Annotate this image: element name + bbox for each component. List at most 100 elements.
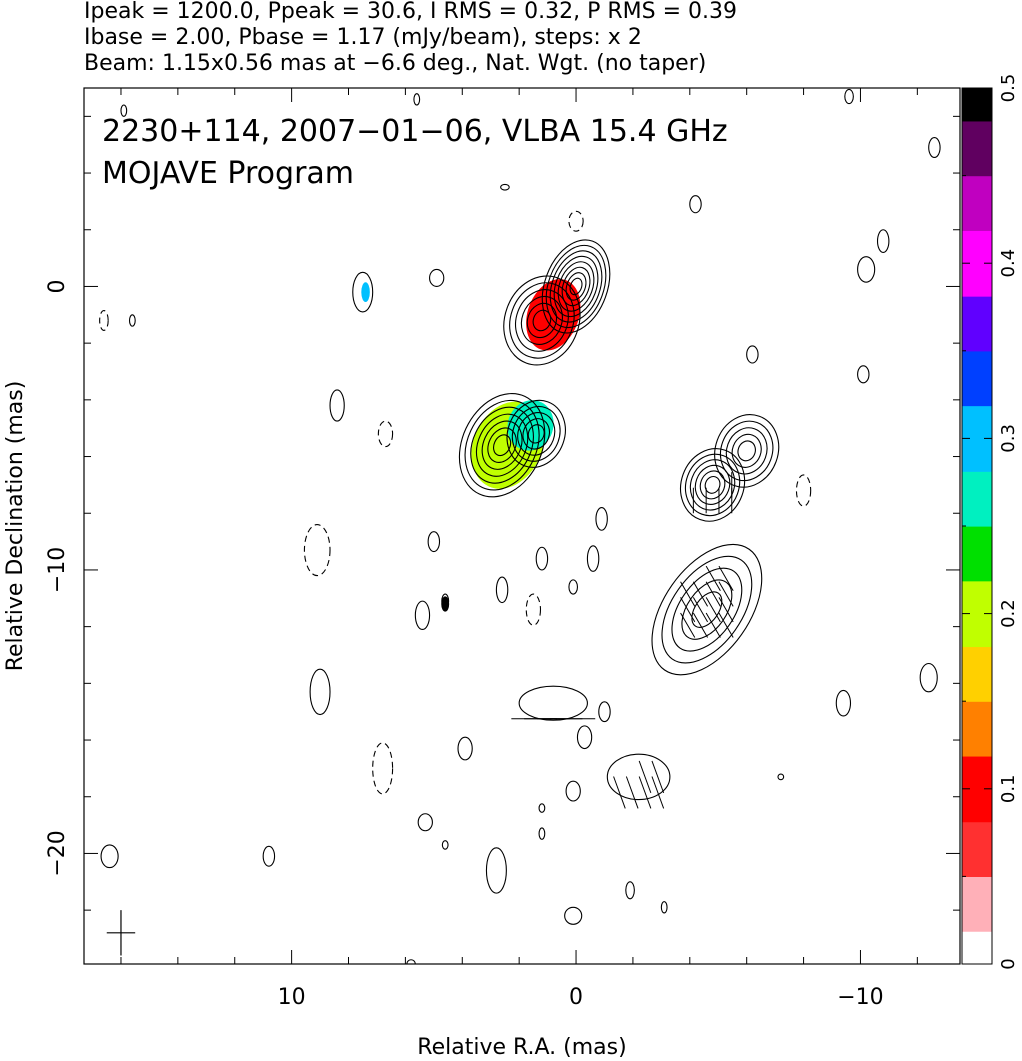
- contour-blob-41: [500, 183, 510, 191]
- contour-blob-39: [844, 88, 854, 105]
- colorbar-cell: [962, 263, 992, 275]
- colorbar: 0 0.1 0.2 0.3 0.4 0.5: [961, 74, 1019, 970]
- colorbar-cell: [962, 865, 992, 877]
- colorbar-cell: [962, 536, 992, 549]
- contour-blob-44: [835, 689, 852, 717]
- colorbar-cell: [962, 120, 992, 133]
- colorbar-cell: [962, 832, 992, 845]
- pol-vector-2-10: [692, 581, 709, 607]
- contour-c2-2: [515, 289, 569, 352]
- colorbar-cell: [962, 285, 992, 297]
- colorbar-cell: [962, 745, 992, 757]
- header-line-2: Ibase = 2.00, Pbase = 1.17 (mJy/beam), s…: [84, 25, 642, 50]
- contour-c7-4: [691, 591, 723, 628]
- colorbar-cell: [962, 624, 992, 637]
- contour-blob-37: [120, 104, 128, 117]
- contour-blob-16: [568, 579, 579, 595]
- colorbar-tick-label: 0: [998, 958, 1019, 969]
- colorbar-cell: [962, 372, 992, 385]
- pol-vector-layer: [106, 472, 734, 956]
- component-core: [541, 239, 611, 334]
- colorbar-cell: [962, 854, 992, 867]
- contour-c4-0: [506, 399, 566, 468]
- chart-subtitle: MOJAVE Program: [102, 156, 354, 191]
- contour-blob-14: [595, 507, 608, 531]
- contour-c4-3: [522, 418, 551, 450]
- contour-core-7: [569, 277, 583, 296]
- contour-blob-2: [689, 195, 702, 214]
- pol-vector-2-9: [705, 581, 721, 607]
- contour-blob-33: [262, 845, 276, 867]
- pol-vector-2-11: [680, 581, 696, 607]
- pol-vector-1-1: [638, 776, 652, 809]
- colorbar-cell: [962, 197, 992, 210]
- pol-vector-2-0: [718, 612, 734, 638]
- pol-vector-2-13: [705, 565, 721, 591]
- contour-blob-38: [413, 93, 421, 106]
- pol-vector-2-6: [692, 597, 709, 623]
- pol-vector-2-12: [718, 565, 734, 591]
- contour-blob-50: [441, 596, 450, 612]
- colorbar-cell: [962, 350, 992, 363]
- pol-vector-2-7: [680, 597, 696, 623]
- colorbar-cell: [962, 898, 992, 910]
- contour-core-2: [549, 250, 603, 323]
- contour-blob-40: [928, 137, 941, 159]
- colorbar-cell: [962, 296, 992, 308]
- contour-blob-48: [564, 906, 583, 925]
- x-tick-label: 10: [278, 985, 306, 1010]
- contour-c2-3: [520, 295, 563, 345]
- colorbar-cell: [962, 307, 992, 319]
- contour-core-3: [553, 255, 599, 318]
- colorbar-tick-label: 0.4: [998, 249, 1019, 278]
- colorbar-cell: [962, 208, 992, 220]
- contour-blob-25: [372, 742, 394, 795]
- contour-c4-1: [511, 405, 561, 462]
- colorbar-cell: [962, 635, 992, 648]
- colorbar-cell: [962, 876, 992, 888]
- colorbar-cell: [962, 799, 992, 812]
- contour-blob-24: [606, 753, 671, 801]
- contour-blob-34: [100, 844, 119, 869]
- contour-blob-47: [660, 901, 668, 914]
- contour-blob-5: [746, 345, 759, 364]
- y-axis-label: Relative Declination (mas): [3, 381, 28, 672]
- contour-blob-36: [128, 314, 136, 327]
- contour-blob-46: [625, 881, 635, 900]
- contour-blob-22: [598, 701, 611, 723]
- colorbar-cell: [962, 942, 992, 954]
- contour-blob-23: [576, 725, 593, 750]
- colorbar-cell: [962, 274, 992, 286]
- pol-patch-0: [526, 279, 581, 351]
- pol-vector-2-3: [680, 612, 696, 638]
- contour-blob-10: [303, 524, 331, 577]
- colorbar-cell: [962, 821, 992, 834]
- header-line-1: Ipeak = 1200.0, Ppeak = 30.6, I RMS = 0.…: [84, 0, 737, 24]
- y-tick-label: 0: [45, 279, 70, 293]
- colorbar-cell: [962, 766, 992, 779]
- contour-blob-3: [876, 229, 890, 253]
- contour-blob-43: [919, 662, 938, 693]
- contour-blob-27: [565, 780, 581, 802]
- colorbar-tick-label: 0.5: [998, 74, 1019, 103]
- contour-c6-4: [737, 440, 756, 462]
- pol-vector-1-5: [638, 760, 652, 794]
- colorbar-cell: [962, 843, 992, 856]
- colorbar-cell: [962, 558, 992, 571]
- contour-c7-1: [661, 555, 753, 664]
- contour-blob-6: [857, 365, 870, 384]
- component-c2: [503, 275, 581, 366]
- colorbar-cell: [962, 252, 992, 264]
- contour-c5-0: [680, 448, 746, 522]
- colorbar-cell: [962, 394, 992, 407]
- colorbar-cell: [962, 777, 992, 790]
- colorbar-cell: [962, 734, 992, 746]
- colorbar-cell: [962, 810, 992, 823]
- axes-layer: 10 0 −10 0 −10 −20: [45, 88, 960, 1010]
- colorbar-cell: [962, 493, 992, 505]
- contour-blob-9: [795, 474, 812, 507]
- contour-blob-0: [352, 271, 374, 313]
- colorbar-cell: [962, 657, 992, 669]
- colorbar-cell: [962, 515, 992, 527]
